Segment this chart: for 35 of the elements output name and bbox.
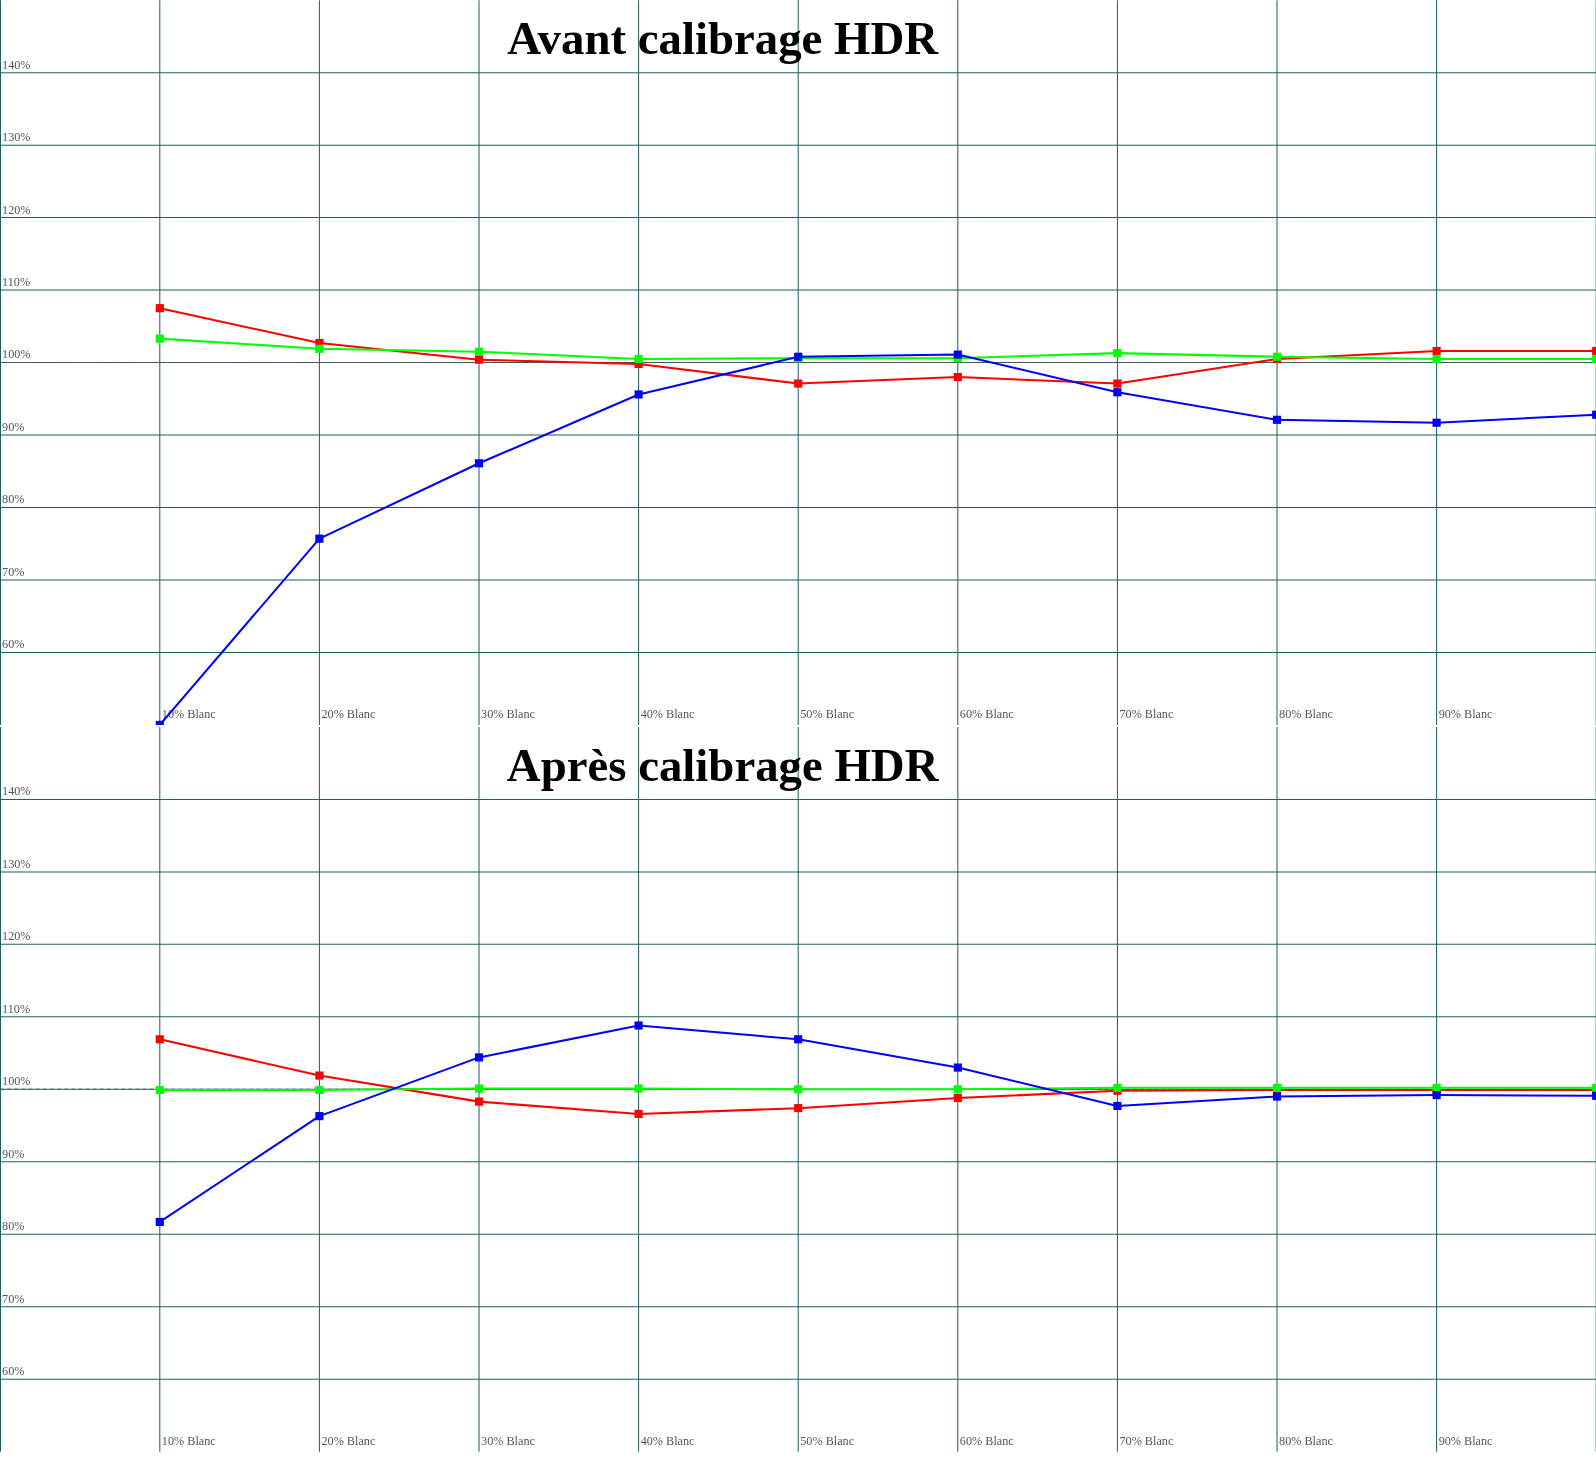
- x-tick-label: 50% Blanc: [800, 706, 855, 721]
- x-tick-label: 90% Blanc: [1438, 706, 1494, 721]
- y-tick-label: 90%: [2, 1146, 25, 1161]
- y-tick-label: 130%: [2, 130, 31, 145]
- x-tick-label: 60% Blanc: [959, 706, 1015, 721]
- y-tick-label: 70%: [2, 1291, 25, 1306]
- x-tick-label: 50% Blanc: [800, 1433, 855, 1448]
- y-tick-label: 90%: [2, 419, 25, 434]
- y-tick-label: 110%: [2, 275, 31, 290]
- x-tick-label: 40% Blanc: [640, 706, 696, 721]
- y-tick-label: 100%: [2, 1074, 31, 1089]
- y-tick-label: 80%: [2, 492, 25, 507]
- x-tick-label: 60% Blanc: [959, 1433, 1015, 1448]
- x-tick-label: 30% Blanc: [481, 706, 536, 721]
- x-tick-label: 40% Blanc: [640, 1433, 696, 1448]
- x-tick-label: 70% Blanc: [1119, 1433, 1174, 1448]
- x-tick-label: 30% Blanc: [481, 1433, 536, 1448]
- x-tick-label: 70% Blanc: [1119, 706, 1174, 721]
- y-tick-label: 60%: [2, 637, 25, 652]
- y-tick-label: 120%: [2, 929, 31, 944]
- y-tick-label: 100%: [2, 347, 31, 362]
- x-tick-label: 10% Blanc: [161, 1433, 217, 1448]
- x-tick-label: 20% Blanc: [321, 706, 376, 721]
- y-tick-label: 80%: [2, 1219, 25, 1234]
- x-tick-label: 80% Blanc: [1279, 1433, 1334, 1448]
- y-tick-label: 140%: [2, 784, 31, 799]
- y-tick-label: 140%: [2, 57, 31, 72]
- x-tick-label: 90% Blanc: [1438, 1433, 1494, 1448]
- y-tick-label: 120%: [2, 202, 31, 217]
- y-tick-label: 130%: [2, 856, 31, 871]
- y-tick-label: 70%: [2, 564, 25, 579]
- y-tick-label: 110%: [2, 1001, 31, 1016]
- x-tick-label: 80% Blanc: [1279, 706, 1334, 721]
- y-tick-label: 60%: [2, 1364, 25, 1379]
- x-tick-label: 20% Blanc: [321, 1433, 376, 1448]
